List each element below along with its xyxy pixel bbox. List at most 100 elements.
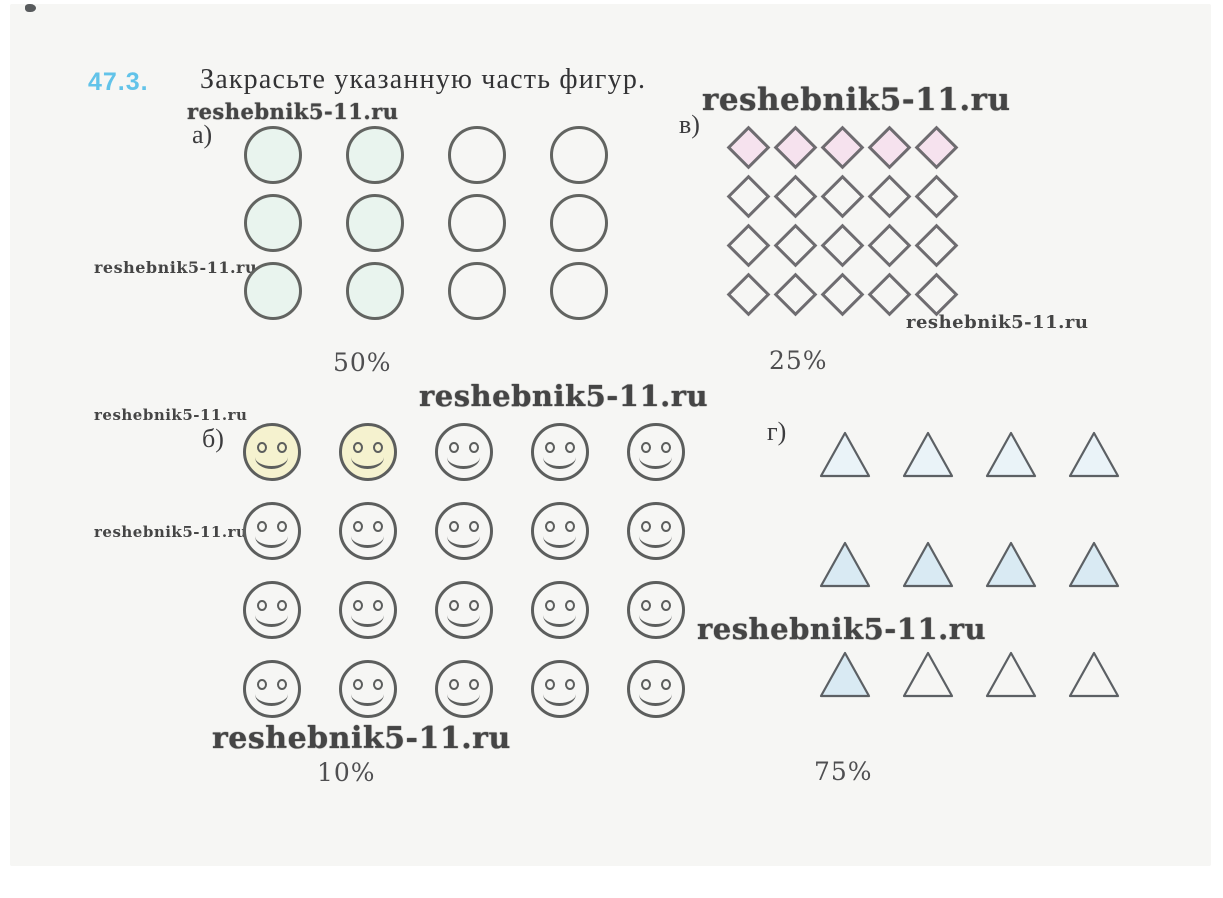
triangle-row — [819, 541, 1120, 588]
circles-grid — [244, 126, 608, 320]
smiley-eye — [545, 521, 555, 532]
smiley-figure — [531, 581, 589, 639]
diamond-figure — [726, 174, 771, 219]
smiley-mouth — [255, 693, 288, 706]
triangle-row — [819, 431, 1120, 478]
percent-label-a: 50% — [333, 348, 392, 377]
smiley-mouth — [447, 456, 480, 469]
watermark: reshebnik5-11.ru — [906, 312, 1089, 333]
circle-figure-shaded — [244, 194, 302, 252]
diamond-figure-shaded — [726, 125, 771, 170]
smiley-eye — [353, 521, 363, 532]
smiley-figure-shaded — [243, 423, 301, 481]
smiley-figure — [435, 502, 493, 560]
smiley-eye — [661, 442, 671, 453]
triangle-figure-shaded — [819, 541, 871, 588]
smiley-eye — [257, 521, 267, 532]
circle-row — [244, 126, 608, 184]
smiley-mouth — [639, 693, 672, 706]
smiley-eye — [661, 521, 671, 532]
smiley-figure — [243, 660, 301, 718]
circle-figure-shaded — [346, 262, 404, 320]
diamond-figure — [867, 174, 912, 219]
smiley-eye — [449, 679, 459, 690]
smiley-figure — [243, 502, 301, 560]
smiley-eye — [641, 679, 651, 690]
smiley-mouth — [255, 614, 288, 627]
smiley-figure — [243, 581, 301, 639]
smiley-mouth — [255, 456, 288, 469]
triangle-figure — [1068, 651, 1120, 698]
smiley-eye — [277, 600, 287, 611]
diamond-figure — [914, 174, 959, 219]
circle-row — [244, 194, 608, 252]
diamond-figure — [773, 272, 818, 317]
smiley-row — [243, 581, 685, 639]
smiley-eye — [277, 679, 287, 690]
smiley-mouth — [351, 614, 384, 627]
watermark: reshebnik5-11.ru — [94, 406, 248, 424]
circle-figure-shaded — [244, 126, 302, 184]
circle-figure — [550, 126, 608, 184]
smiley-eye — [373, 442, 383, 453]
smiley-row — [243, 660, 685, 718]
smiley-figure — [339, 581, 397, 639]
smiley-mouth — [447, 693, 480, 706]
triangle-figure-shaded — [819, 431, 871, 478]
diamond-figure — [867, 223, 912, 268]
smiley-eye — [257, 600, 267, 611]
smiley-mouth — [543, 614, 576, 627]
smiley-eye — [641, 442, 651, 453]
smiley-eye — [373, 600, 383, 611]
task-number: 47.3. — [88, 68, 149, 96]
triangles-grid — [819, 431, 1120, 698]
circle-figure-shaded — [346, 126, 404, 184]
smiley-eye — [469, 521, 479, 532]
triangle-figure-shaded — [1068, 541, 1120, 588]
diamond-figure-shaded — [773, 125, 818, 170]
diamonds-grid — [726, 125, 959, 317]
watermark: reshebnik5-11.ru — [212, 721, 511, 756]
smiley-eye — [641, 521, 651, 532]
diamond-figure — [773, 223, 818, 268]
smiley-figure — [339, 660, 397, 718]
smiley-eye — [257, 442, 267, 453]
diamond-figure — [726, 272, 771, 317]
smiley-mouth — [351, 456, 384, 469]
smiley-eye — [565, 600, 575, 611]
smiley-figure — [627, 581, 685, 639]
smiley-eye — [373, 521, 383, 532]
smiley-mouth — [255, 535, 288, 548]
circle-figure — [448, 126, 506, 184]
diamond-figure-shaded — [820, 125, 865, 170]
smiley-eye — [353, 600, 363, 611]
smiley-mouth — [351, 535, 384, 548]
smiley-mouth — [351, 693, 384, 706]
smiley-mouth — [543, 693, 576, 706]
watermark: reshebnik5-11.ru — [697, 612, 987, 646]
smiley-eye — [277, 442, 287, 453]
smiley-figure-shaded — [339, 423, 397, 481]
smiley-eye — [565, 679, 575, 690]
circle-figure — [448, 194, 506, 252]
smiley-figure — [339, 502, 397, 560]
smiley-eye — [449, 521, 459, 532]
section-label-b: б) — [202, 424, 224, 453]
smiley-figure — [627, 423, 685, 481]
smiley-mouth — [639, 456, 672, 469]
smiley-eye — [661, 600, 671, 611]
diamond-row — [726, 223, 959, 268]
diamond-figure — [914, 223, 959, 268]
watermark: reshebnik5-11.ru — [702, 82, 1011, 118]
circle-figure — [550, 194, 608, 252]
smiley-eye — [449, 600, 459, 611]
smiley-eye — [277, 521, 287, 532]
smiley-eye — [545, 442, 555, 453]
smiley-eye — [469, 442, 479, 453]
section-label-v: в) — [679, 110, 700, 139]
smiley-eye — [469, 679, 479, 690]
percent-label-v: 25% — [769, 346, 828, 375]
smiley-figure — [435, 423, 493, 481]
smiley-eye — [257, 679, 267, 690]
section-label-g: г) — [767, 417, 787, 446]
